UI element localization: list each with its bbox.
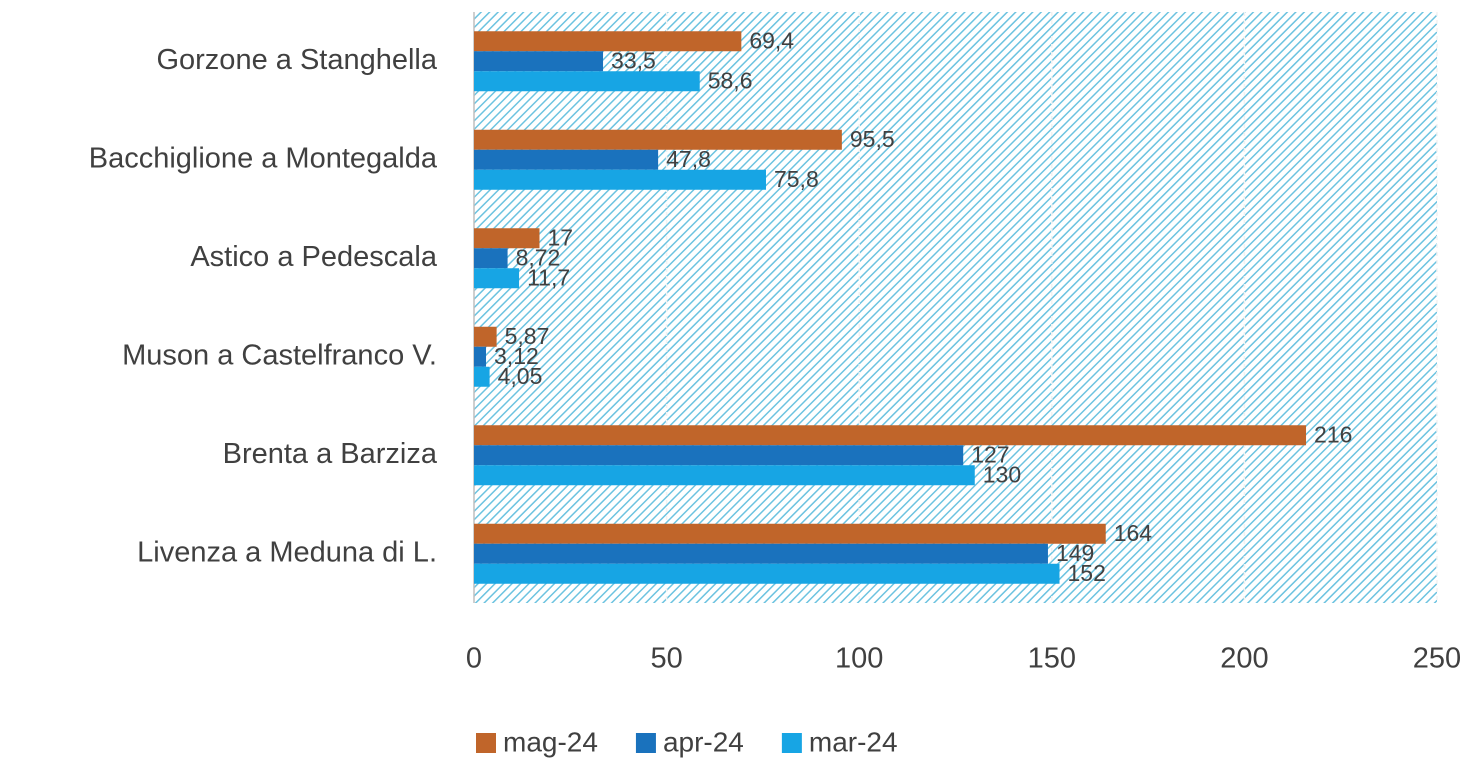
bar <box>474 129 842 150</box>
plot-area <box>474 12 1437 603</box>
data-label: 33,5 <box>611 47 656 73</box>
data-label: 95,5 <box>850 126 895 152</box>
data-label: 58,6 <box>708 67 753 93</box>
legend-swatch <box>781 733 802 753</box>
bar <box>474 445 964 466</box>
x-tick-label: 150 <box>1028 643 1076 675</box>
x-tick-label: 100 <box>835 643 883 675</box>
legend-label: mag-24 <box>503 726 598 757</box>
category-label: Gorzone a Stanghella <box>156 44 437 76</box>
data-label: 75,8 <box>774 166 819 192</box>
category-label: Brenta a Barziza <box>223 438 438 470</box>
legend-label: mar-24 <box>809 726 898 757</box>
bar <box>474 169 766 190</box>
bar <box>474 523 1106 544</box>
bar <box>474 51 604 72</box>
bar <box>474 149 659 170</box>
legend-swatch <box>476 733 496 753</box>
bar <box>474 228 540 249</box>
x-tick-label: 0 <box>466 643 482 675</box>
category-label: Astico a Pedescala <box>190 241 438 273</box>
category-label: Muson a Castelfranco V. <box>122 339 437 371</box>
data-label: 8,72 <box>516 244 561 270</box>
bar <box>474 366 490 387</box>
bar <box>474 425 1307 446</box>
legend-swatch <box>635 733 656 753</box>
data-label: 11,7 <box>527 264 570 290</box>
data-label: 149 <box>1056 540 1094 566</box>
bar <box>474 248 508 269</box>
bar <box>474 326 497 347</box>
bar <box>474 31 742 52</box>
category-label: Bacchiglione a Montegalda <box>89 142 438 174</box>
data-label: 130 <box>983 461 1021 487</box>
data-label: 216 <box>1314 421 1352 447</box>
bar <box>474 346 487 367</box>
data-label: 152 <box>1068 560 1106 586</box>
data-label: 69,4 <box>749 27 794 53</box>
x-tick-label: 250 <box>1413 643 1461 675</box>
bar <box>474 268 520 289</box>
data-label: 127 <box>971 441 1009 467</box>
bar <box>474 563 1060 584</box>
bar <box>474 71 700 92</box>
x-tick-label: 200 <box>1220 643 1268 675</box>
bar <box>474 543 1048 564</box>
data-label: 47,8 <box>666 146 711 172</box>
data-label: 164 <box>1114 520 1153 546</box>
data-label: 17 <box>547 224 573 250</box>
bar <box>474 465 975 486</box>
data-label: 5,87 <box>505 323 550 349</box>
category-label: Livenza a Meduna di L. <box>137 536 437 568</box>
data-label: 3,12 <box>494 343 539 369</box>
legend-label: apr-24 <box>663 726 744 757</box>
x-tick-label: 50 <box>650 643 682 675</box>
data-label: 4,05 <box>498 363 543 389</box>
